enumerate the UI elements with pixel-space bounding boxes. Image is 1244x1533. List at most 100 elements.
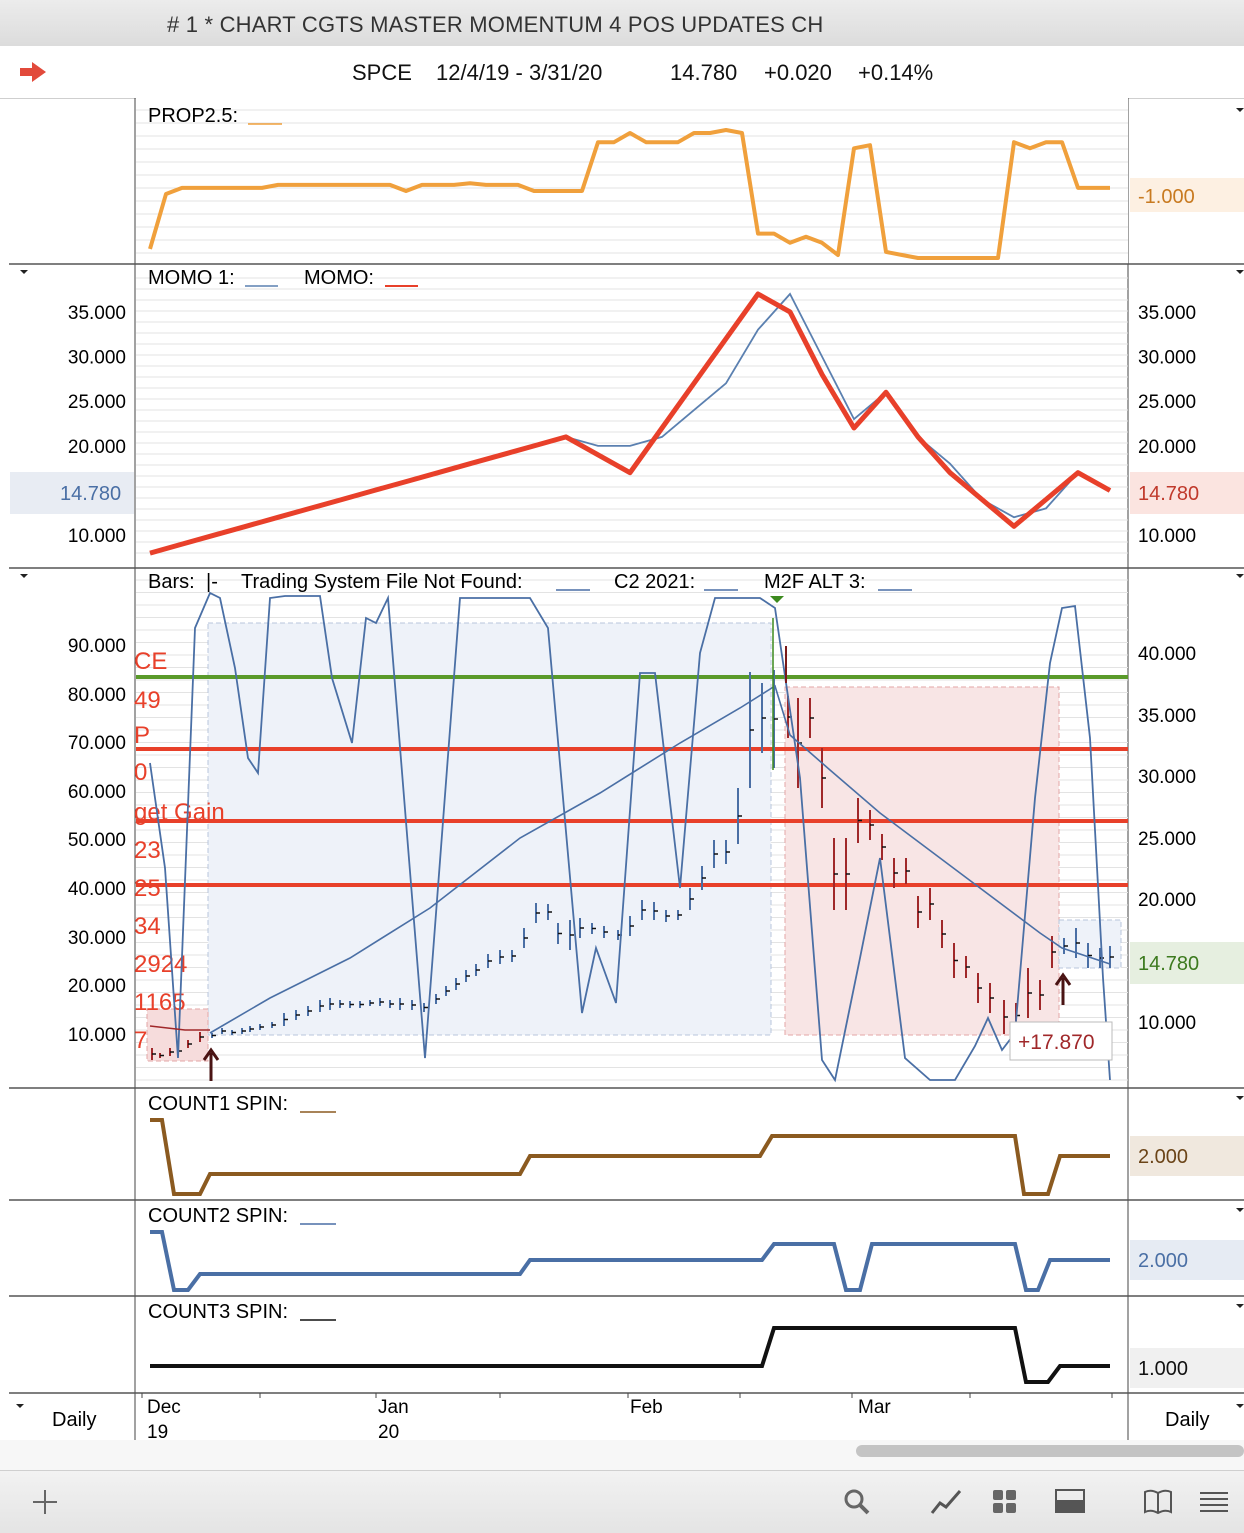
count2-label: COUNT2 SPIN: [148, 1205, 288, 1227]
x-axis-right-label: Daily [1165, 1409, 1209, 1431]
year-label-jan: 20 [378, 1422, 399, 1440]
window-titlebar: # 1 * CHART CGTS MASTER MOMENTUM 4 POS U… [0, 0, 1244, 47]
oscillator-line [149, 591, 1111, 1083]
overlay-text-fragment: 25 [134, 875, 161, 902]
chart-area[interactable]: PROP2.5: -1.000 MOMO 1: MOMO: 35.000 35.0… [0, 98, 1244, 1440]
count3-series-line [150, 1326, 1110, 1384]
prop-label: PROP2.5: [148, 105, 238, 127]
bars-tick-left: 60.000 [68, 782, 126, 803]
momo-tick-right: 20.000 [1138, 437, 1196, 458]
tsf-label: Trading System File Not Found: [241, 571, 523, 593]
bars-tick-left: 30.000 [68, 928, 126, 949]
count2-series-line [150, 1230, 1110, 1292]
momo-tick-right: 30.000 [1138, 348, 1196, 369]
bars-tick-left: 10.000 [68, 1025, 126, 1046]
momo-tick-left: 10.000 [68, 526, 126, 547]
month-label-dec: Dec [147, 1397, 181, 1418]
search-icon[interactable] [842, 1487, 872, 1522]
overlay-text-fragment: 7 [134, 1027, 147, 1054]
bars-tick-left: 90.000 [68, 636, 126, 657]
bars-right-badge: 14.780 [1138, 953, 1199, 975]
trade-gain-label: +17.870 [1018, 1031, 1095, 1054]
momo1-label: MOMO 1: [148, 267, 235, 289]
count1-pane: COUNT1 SPIN: 2.000 [9, 1093, 1244, 1201]
buy-arrow-icon [202, 1047, 220, 1081]
year-label-dec: 19 [147, 1422, 168, 1440]
bars-tick-right: 25.000 [1138, 829, 1196, 850]
svg-text:|-: |- [206, 571, 218, 593]
bars-tick-left: 50.000 [68, 830, 126, 851]
count3-pane: COUNT3 SPIN: 1.000 [9, 1301, 1244, 1394]
trend-line-red [149, 1025, 210, 1031]
momo-label: MOMO: [304, 267, 374, 289]
momo-right-badge: 14.780 [1138, 483, 1199, 505]
bars-tick-right: 10.000 [1138, 1013, 1196, 1034]
grid-icon[interactable] [990, 1487, 1020, 1522]
momo-tick-right: 35.000 [1138, 303, 1196, 324]
bars-tick-right: 35.000 [1138, 706, 1196, 727]
plus-icon[interactable] [30, 1487, 60, 1522]
panel-icon[interactable] [1054, 1487, 1086, 1522]
overlay-text-fragment: 49 [134, 687, 161, 714]
bars-tick-left: 70.000 [68, 733, 126, 754]
bars-tick-right: 20.000 [1138, 890, 1196, 911]
bars-tick-left: 20.000 [68, 976, 126, 997]
m2f-label: M2F ALT 3: [764, 571, 866, 593]
count3-label: COUNT3 SPIN: [148, 1301, 288, 1323]
symbol-header: SPCE 12/4/19 - 3/31/20 14.780 +0.020 +0.… [0, 46, 1244, 99]
x-axis: Daily Daily Dec 19 Jan 20 Feb Mar [52, 1393, 1209, 1440]
trend-line-blue [209, 684, 1111, 1034]
bottom-toolbar [0, 1470, 1244, 1533]
momo-tick-left: 25.000 [68, 392, 126, 413]
momo-tick-left: 35.000 [68, 303, 126, 324]
overlay-text-fragment: 23 [134, 837, 161, 864]
last-price-text: 14.780 [670, 60, 738, 85]
month-label-mar: Mar [858, 1397, 891, 1418]
bars-tick-right: 30.000 [1138, 767, 1196, 788]
overlay-text-fragment: P [134, 722, 150, 749]
change-text: +0.020 [764, 60, 832, 85]
prop-pane: PROP2.5: -1.000 [9, 98, 1244, 265]
prop-series-line [148, 128, 1110, 260]
buy-arrow-icon-2 [1054, 972, 1072, 1005]
momo-left-badge: 14.780 [60, 483, 121, 505]
month-label-feb: Feb [630, 1397, 663, 1418]
momo-pane: MOMO 1: MOMO: 35.000 35.000 30.000 30.000 25… [9, 267, 1244, 569]
window-title: # 1 * CHART CGTS MASTER MOMENTUM 4 POS U… [167, 12, 824, 37]
count3-value-badge: 1.000 [1138, 1358, 1188, 1380]
overlay-text-fragment: 1165 [134, 989, 186, 1016]
momo-tick-left: 20.000 [68, 437, 126, 458]
x-axis-left-label: Daily [52, 1409, 96, 1431]
count1-value-badge: 2.000 [1138, 1146, 1188, 1168]
momo-tick-left: 30.000 [68, 348, 126, 369]
pct-change-text: +0.14% [858, 60, 934, 85]
sell-marker-icon [770, 596, 784, 603]
pane-menu-icons[interactable] [16, 108, 1244, 1408]
overlay-text-fragment: 0 [134, 759, 147, 786]
overlay-text-fragment: CE [134, 648, 167, 675]
bars-pane: Bars: |- Trading System File Not Found: … [9, 571, 1244, 1089]
prop-value-badge: -1.000 [1138, 186, 1195, 208]
bars-label: Bars: [148, 571, 195, 593]
count2-pane: COUNT2 SPIN: 2.000 [9, 1205, 1244, 1297]
month-label-jan: Jan [378, 1397, 409, 1418]
book-icon[interactable] [1142, 1487, 1174, 1522]
scrollbar-thumb[interactable] [856, 1445, 1244, 1457]
momo-tick-right: 10.000 [1138, 526, 1196, 547]
overlay-text-fragment: 2924 [134, 951, 187, 978]
bars-tick-left: 80.000 [68, 685, 126, 706]
arrow-icon[interactable] [18, 60, 48, 89]
count2-value-badge: 2.000 [1138, 1250, 1188, 1272]
count1-series-line [150, 1118, 1110, 1196]
date-range-text: 12/4/19 - 3/31/20 [436, 60, 603, 85]
momo-series-line [149, 291, 1112, 556]
drawing-icon[interactable] [930, 1487, 964, 1522]
momo-tick-right: 25.000 [1138, 392, 1196, 413]
overlay-text-fragment: 34 [134, 913, 161, 940]
symbol-text[interactable]: SPCE [352, 60, 412, 85]
c2-label: C2 2021: [614, 571, 695, 593]
count1-label: COUNT1 SPIN: [148, 1093, 288, 1115]
bars-tick-right: 40.000 [1138, 644, 1196, 665]
menu-icon[interactable] [1198, 1487, 1230, 1522]
bars-tick-left: 40.000 [68, 879, 126, 900]
